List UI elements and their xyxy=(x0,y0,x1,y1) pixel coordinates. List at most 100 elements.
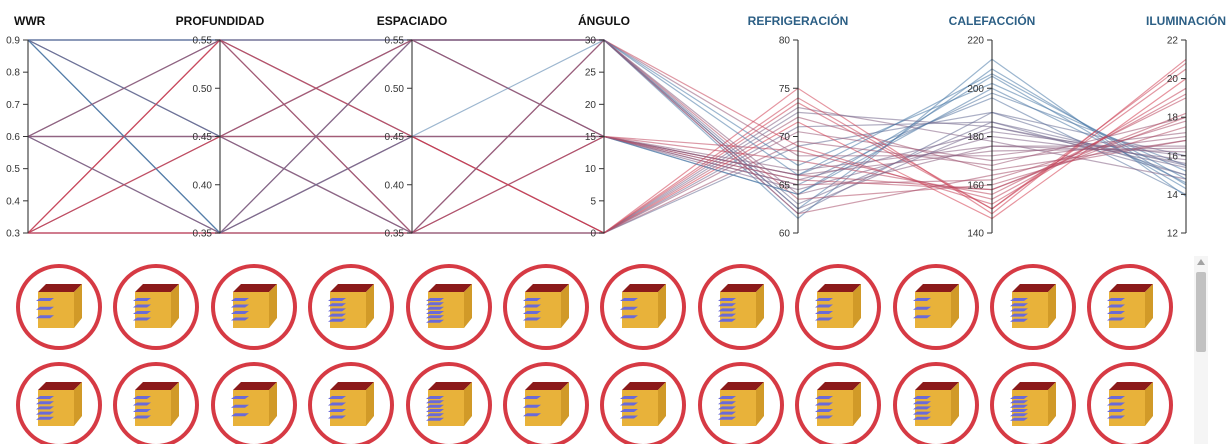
tick-label: 16 xyxy=(1167,151,1179,162)
data-line[interactable] xyxy=(27,97,1187,234)
axis-title[interactable]: ÁNGULO xyxy=(578,13,630,28)
building-icon xyxy=(1087,264,1174,350)
design-thumbnail[interactable] xyxy=(14,262,104,352)
building-icon xyxy=(113,264,200,350)
tick-label: 25 xyxy=(585,68,597,79)
design-thumbnail[interactable] xyxy=(696,262,786,352)
building-icon xyxy=(600,264,687,350)
axis[interactable]: 220 200 180 160 140 CALEFACCIÓN xyxy=(949,13,1036,240)
building-icon xyxy=(990,264,1076,350)
tick-label: 0.4 xyxy=(6,196,20,207)
design-thumbnail[interactable] xyxy=(598,262,688,352)
tick-label: 0.35 xyxy=(193,229,213,240)
data-line[interactable] xyxy=(27,78,1187,234)
building-icon xyxy=(308,362,395,444)
design-thumbnail[interactable] xyxy=(111,262,201,352)
building-icon xyxy=(308,264,395,350)
axis-title[interactable]: ESPACIADO xyxy=(377,14,447,28)
design-thumbnail[interactable] xyxy=(988,360,1078,444)
tick-label: 0.55 xyxy=(193,36,213,47)
building-icon xyxy=(405,264,492,350)
axis-title[interactable]: WWR xyxy=(14,14,46,28)
design-thumbnail[interactable] xyxy=(1085,360,1175,444)
design-thumbnail[interactable] xyxy=(306,360,396,444)
building-icon xyxy=(1087,362,1174,444)
tick-label: 70 xyxy=(779,132,791,143)
design-thumbnail[interactable] xyxy=(306,262,396,352)
design-thumbnail[interactable] xyxy=(696,360,786,444)
tick-label: 220 xyxy=(967,36,984,47)
building-icon xyxy=(113,362,200,444)
tick-label: 200 xyxy=(967,84,984,95)
design-thumbnail[interactable] xyxy=(793,360,883,444)
tick-label: 14 xyxy=(1167,190,1179,201)
design-thumbnail[interactable] xyxy=(501,262,591,352)
tick-label: 65 xyxy=(779,180,791,191)
building-icon xyxy=(16,264,102,350)
tick-label: 20 xyxy=(1167,74,1179,85)
design-thumbnail[interactable] xyxy=(598,360,688,444)
tick-label: 140 xyxy=(967,229,984,240)
design-thumbnail[interactable] xyxy=(988,262,1078,352)
axis[interactable]: 30 25 20 15 10 5 0 ÁNGULO xyxy=(578,13,630,240)
scroll-thumb[interactable] xyxy=(1196,272,1206,352)
tick-label: 0.45 xyxy=(193,132,213,143)
tick-label: 15 xyxy=(585,132,597,143)
tick-label: 0.40 xyxy=(193,180,213,191)
building-icon xyxy=(503,362,589,444)
tick-label: 80 xyxy=(779,36,791,47)
axis[interactable]: 80 75 70 65 60 REFRIGERACIÓN xyxy=(748,13,849,240)
axis-title[interactable]: ILUMINACIÓN xyxy=(1146,13,1226,28)
building-icon xyxy=(697,362,784,444)
axis-title[interactable]: CALEFACCIÓN xyxy=(949,13,1036,28)
tick-label: 0.50 xyxy=(193,84,213,95)
axis-title[interactable]: REFRIGERACIÓN xyxy=(748,13,849,28)
building-icon xyxy=(210,264,297,350)
data-line[interactable] xyxy=(27,39,1187,181)
design-thumbnail[interactable] xyxy=(404,360,494,444)
tick-label: 0.5 xyxy=(6,164,20,175)
scroll-up-arrow-icon[interactable] xyxy=(1197,259,1205,265)
building-icon xyxy=(405,362,492,444)
tick-label: 0.55 xyxy=(385,36,405,47)
design-thumbnail[interactable] xyxy=(209,360,299,444)
axis[interactable]: 0.9 0.8 0.7 0.6 0.5 0.4 0.3 WWR xyxy=(6,14,46,240)
building-icon xyxy=(600,362,687,444)
design-thumbnail[interactable] xyxy=(891,262,981,352)
gallery-scrollbar[interactable] xyxy=(1194,256,1208,444)
building-icon xyxy=(990,362,1076,444)
design-thumbnail[interactable] xyxy=(793,262,883,352)
design-thumbnail[interactable] xyxy=(209,262,299,352)
axis-title[interactable]: PROFUNDIDAD xyxy=(176,14,265,28)
design-thumbnail[interactable] xyxy=(14,360,104,444)
tick-label: 0.50 xyxy=(385,84,405,95)
axis[interactable]: 0.55 0.50 0.45 0.40 0.35 PROFUNDIDAD xyxy=(176,14,265,240)
tick-label: 75 xyxy=(779,84,791,95)
tick-label: 60 xyxy=(779,229,791,240)
data-line[interactable] xyxy=(28,93,1187,234)
tick-label: 30 xyxy=(585,36,597,47)
design-thumbnail[interactable] xyxy=(891,360,981,444)
tick-label: 0.7 xyxy=(6,100,20,111)
parallel-coordinates-chart[interactable]: 0.9 0.8 0.7 0.6 0.5 0.4 0.3 WWR 0.55 0.50 0.45 0.40… xyxy=(0,0,1230,250)
tick-label: 0.3 xyxy=(6,229,20,240)
building-icon xyxy=(892,264,979,350)
tick-label: 0.6 xyxy=(6,132,20,143)
tick-label: 0.9 xyxy=(6,36,20,47)
building-icon xyxy=(16,362,102,444)
tick-label: 0.45 xyxy=(385,132,405,143)
tick-label: 22 xyxy=(1167,36,1179,47)
design-thumbnail[interactable] xyxy=(1085,262,1175,352)
building-icon xyxy=(503,264,589,350)
building-icon xyxy=(697,264,784,350)
tick-label: 10 xyxy=(585,164,597,175)
tick-label: 18 xyxy=(1167,113,1179,124)
axis[interactable]: 22 20 18 16 14 12 ILUMINACIÓN xyxy=(1146,13,1226,240)
design-thumbnail[interactable] xyxy=(501,360,591,444)
tick-label: 0.8 xyxy=(6,68,20,79)
tick-label: 160 xyxy=(967,180,984,191)
axis[interactable]: 0.55 0.50 0.45 0.40 0.35 ESPACIADO xyxy=(377,14,447,240)
design-thumbnail[interactable] xyxy=(111,360,201,444)
design-thumbnail[interactable] xyxy=(404,262,494,352)
